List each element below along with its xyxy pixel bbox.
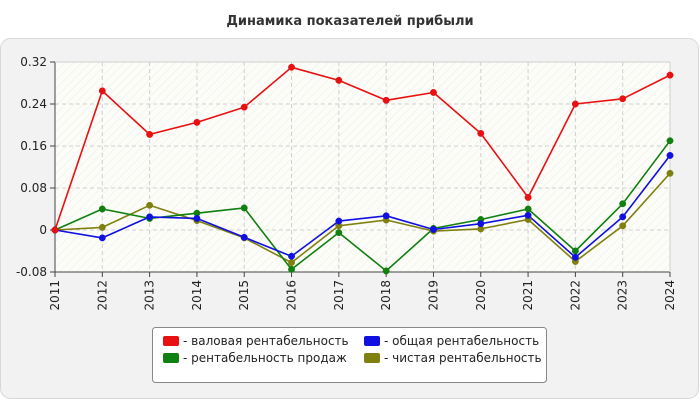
plot-area-hatch: [55, 62, 670, 272]
x-tick-label: 2013: [143, 280, 157, 311]
data-point-series-2: [193, 215, 201, 222]
y-tick-label: 0.24: [20, 97, 47, 111]
data-point-series-1: [430, 89, 437, 96]
legend-label: - валовая рентабельность: [183, 334, 349, 348]
data-point-series-1: [98, 87, 106, 95]
data-point-series-2: [382, 212, 390, 220]
y-tick-label: 0: [39, 223, 47, 237]
data-point-series-1: [335, 76, 343, 84]
x-tick-label: 2024: [663, 280, 677, 311]
data-point-series-4: [666, 169, 674, 177]
data-point-series-2: [430, 226, 437, 233]
data-point-series-3: [382, 267, 390, 275]
legend-label: - общая рентабельность: [384, 334, 539, 348]
data-point-series-1: [193, 118, 201, 126]
y-tick-label: 0.32: [20, 55, 47, 69]
x-tick-label: 2012: [95, 280, 109, 311]
chart-title: Динамика показателей прибыли: [226, 14, 473, 29]
series-line-4: [54, 172, 671, 264]
x-tick-labels: 2011 2012 2013 2014 2015 2016 2017 2018 2019 2020…: [48, 280, 677, 311]
legend-box: [152, 327, 547, 383]
data-point-series-3: [288, 265, 295, 273]
data-point-series-1: [51, 226, 59, 234]
data-point-series-2: [666, 152, 674, 159]
data-point-series-3: [98, 205, 106, 213]
data-point-series-4: [98, 223, 106, 231]
data-point-series-3: [666, 137, 674, 145]
data-point-series-4: [146, 201, 154, 209]
series-points: [51, 63, 674, 275]
data-point-series-1: [288, 63, 295, 71]
data-point-series-1: [571, 100, 579, 108]
data-point-series-1: [619, 95, 627, 103]
x-tick-label: 2019: [426, 280, 440, 311]
x-tick-label: 2020: [474, 280, 488, 311]
x-tick-label: 2014: [190, 280, 204, 311]
legend-label: - рентабельность продаж: [183, 351, 347, 365]
series-line-1: [54, 66, 671, 231]
x-tick-label: 2022: [568, 280, 582, 311]
data-point-series-1: [524, 194, 532, 201]
x-tick-label: 2021: [521, 280, 535, 311]
y-tick-labels: -0.08 0 0.08 0.16 0.24 0.32: [16, 55, 47, 279]
data-point-series-1: [382, 96, 390, 104]
x-tick-label: 2015: [237, 280, 251, 311]
legend-label: - чистая рентабельность: [384, 351, 542, 365]
data-point-series-1: [477, 129, 485, 137]
data-point-series-4: [288, 259, 295, 266]
data-point-series-3: [240, 204, 248, 212]
x-tick-label: 2016: [285, 280, 299, 311]
data-point-series-3: [335, 229, 343, 237]
data-point-series-2: [146, 213, 154, 221]
data-point-series-3: [524, 205, 532, 213]
data-point-series-1: [666, 71, 674, 79]
series-line-2: [54, 155, 671, 259]
legend-swatch: [364, 336, 380, 346]
x-tick-label: 2023: [616, 280, 630, 311]
legend: - валовая рентабельность - общая рентабел…: [163, 334, 542, 365]
data-point-series-1: [240, 103, 248, 111]
data-point-series-2: [98, 234, 106, 242]
data-point-series-2: [571, 253, 579, 261]
data-point-series-2: [477, 220, 485, 228]
data-point-series-2: [524, 211, 532, 219]
legend-swatch: [163, 353, 179, 363]
data-point-series-3: [619, 200, 627, 208]
axes: [50, 61, 671, 277]
y-tick-label: 0.16: [20, 139, 47, 153]
data-point-series-1: [146, 131, 154, 138]
data-point-series-2: [335, 217, 343, 225]
data-point-series-2: [288, 252, 295, 260]
y-tick-label: 0.08: [20, 181, 47, 195]
data-point-series-3: [571, 247, 579, 255]
legend-swatch: [163, 336, 179, 346]
data-point-series-2: [619, 213, 627, 221]
series-lines: [54, 66, 671, 272]
data-point-series-2: [240, 233, 248, 241]
x-tick-label: 2011: [48, 280, 62, 311]
x-tick-label: 2017: [332, 280, 346, 311]
legend-swatch: [364, 353, 380, 363]
data-point-series-4: [619, 222, 627, 230]
y-tick-label: -0.08: [16, 265, 47, 279]
x-tick-label: 2018: [379, 280, 393, 311]
